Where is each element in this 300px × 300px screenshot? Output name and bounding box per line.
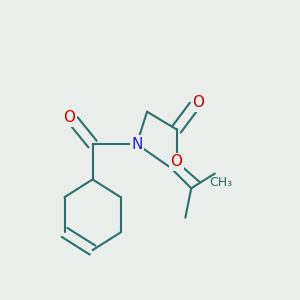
Text: O: O [193, 95, 205, 110]
Text: CH₃: CH₃ [209, 176, 232, 189]
Text: O: O [170, 154, 182, 169]
Text: O: O [63, 110, 75, 125]
Text: N: N [131, 136, 142, 152]
